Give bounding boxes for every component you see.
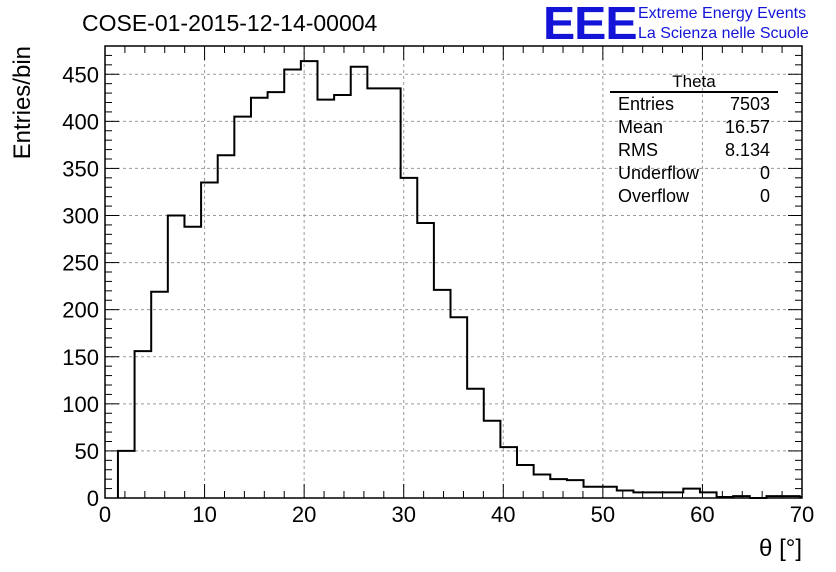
histogram-bin — [401, 178, 418, 498]
histogram-bin — [351, 67, 368, 498]
histogram-bin — [284, 70, 301, 498]
run-id-title: COSE-01-2015-12-14-00004 — [82, 10, 378, 36]
x-tick-label: 70 — [790, 502, 814, 527]
stats-row-underflow: Underflow 0 — [610, 162, 778, 185]
stats-value: 0 — [759, 186, 770, 206]
y-tick-label: 400 — [62, 109, 99, 134]
histogram-bin — [301, 61, 318, 498]
histogram-bin — [800, 497, 802, 498]
histogram-bin — [717, 497, 734, 498]
stats-rows: Entries 7503 Mean 16.57 RMS 8.134 Underflow 0 Ov… — [610, 93, 778, 208]
stats-label: RMS — [618, 140, 658, 160]
histogram-bin — [783, 496, 800, 498]
histogram-bin — [434, 290, 451, 498]
x-tick-label: 20 — [292, 502, 316, 527]
x-tick-label: 60 — [690, 502, 714, 527]
y-tick-label: 150 — [62, 345, 99, 370]
histogram-bin — [201, 183, 218, 498]
y-axis-label: Entries/bin — [9, 46, 36, 159]
y-tick-label: 0 — [87, 486, 99, 511]
histogram-bin — [617, 490, 634, 498]
histogram-step-line — [116, 60, 802, 499]
histogram-bin — [317, 100, 334, 498]
stats-row-mean: Mean 16.57 — [610, 116, 778, 139]
eee-logo: EEE — [543, 0, 638, 49]
histogram-bin — [650, 492, 667, 498]
histogram-bin — [550, 479, 567, 498]
stats-box: Theta Entries 7503 Mean 16.57 RMS 8.134 Underf… — [610, 72, 778, 208]
histogram-bin — [700, 492, 717, 498]
histogram-bin — [633, 492, 650, 498]
x-tick-label: 30 — [391, 502, 415, 527]
histogram-bin — [268, 92, 285, 498]
stats-value: 16.57 — [724, 117, 770, 137]
y-tick-label: 450 — [62, 62, 99, 87]
histogram-bin — [451, 317, 468, 498]
x-tick-label: 0 — [99, 502, 111, 527]
histogram-bin — [683, 489, 700, 498]
stats-label: Underflow — [618, 163, 700, 183]
histogram-bin — [184, 227, 201, 498]
x-tick-label: 50 — [591, 502, 615, 527]
stats-row-rms: RMS 8.134 — [610, 139, 778, 162]
stats-label: Entries — [618, 94, 675, 114]
histogram-bin — [766, 496, 783, 498]
logo-line-1: Extreme Energy Events — [638, 5, 807, 22]
histogram-bin — [600, 487, 617, 498]
y-tick-label: 350 — [62, 156, 99, 181]
histogram-bin — [733, 496, 750, 498]
histogram-bin — [218, 155, 235, 498]
histogram-bin — [251, 98, 268, 498]
histogram-bin — [151, 292, 168, 498]
stats-label: Mean — [618, 117, 664, 137]
logo-line-2: La Scienza nelle Scuole — [638, 25, 809, 42]
x-axis-label: θ [°] — [759, 535, 802, 562]
histogram-bin — [118, 451, 135, 498]
histogram-bin — [234, 117, 251, 498]
y-tick-label: 300 — [62, 204, 99, 229]
histogram-bin — [517, 465, 534, 498]
y-tick-label: 250 — [62, 251, 99, 276]
histogram-bin — [334, 95, 351, 498]
histogram-bin — [500, 447, 517, 498]
y-tick-label: 100 — [62, 392, 99, 417]
stats-row-entries: Entries 7503 — [610, 93, 778, 116]
histogram-bin — [384, 88, 401, 498]
stats-label: Overflow — [618, 186, 690, 206]
histogram-bin — [367, 88, 384, 498]
stats-title: Theta — [610, 72, 778, 93]
histogram-bin — [484, 421, 501, 498]
histogram-bin — [534, 474, 551, 498]
y-tick-label: 50 — [75, 439, 99, 464]
stats-value: 0 — [759, 163, 770, 183]
stats-row-overflow: Overflow 0 — [610, 185, 778, 208]
x-tick-label: 40 — [491, 502, 515, 527]
y-tick-label: 200 — [62, 298, 99, 323]
histogram-bin — [135, 351, 152, 498]
histogram-bin — [667, 492, 684, 498]
x-tick-label: 10 — [192, 502, 216, 527]
stats-value: 7503 — [729, 94, 770, 114]
histogram-bin — [567, 480, 584, 498]
stats-value: 8.134 — [724, 140, 770, 160]
histogram-bin — [467, 389, 484, 498]
histogram-bin — [417, 223, 434, 498]
histogram-bin — [584, 487, 601, 498]
histogram-bin — [168, 216, 185, 499]
